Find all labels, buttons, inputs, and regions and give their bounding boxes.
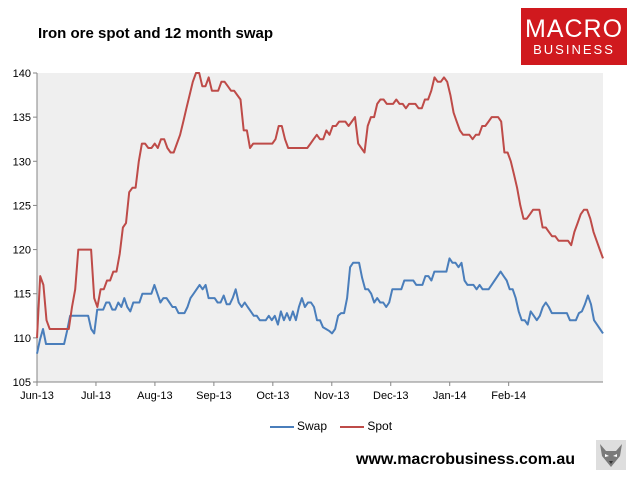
series-layer: [36, 72, 604, 354]
legend-item-swap: Swap: [270, 419, 327, 433]
y-tick-label: 110: [13, 333, 31, 345]
y-tick-label: 125: [13, 200, 31, 212]
chart-title: Iron ore spot and 12 month swap: [38, 25, 274, 42]
plot-area: [37, 73, 603, 382]
y-tick-label: 120: [13, 245, 31, 257]
x-tick-label: Aug-13: [137, 390, 172, 402]
x-tick-label: Jul-13: [81, 390, 111, 402]
series-line-swap: [36, 257, 604, 354]
legend-item-spot: Spot: [340, 419, 392, 433]
series-line-spot: [36, 72, 604, 338]
x-axis-ticks: Jun-13 Jul-13 Aug-13 Sep-13 Oct-13 Nov-13 Dec-…: [20, 382, 526, 402]
x-tick-label: Jun-13: [20, 390, 54, 402]
x-tick-label: Sep-13: [196, 390, 231, 402]
y-axis-ticks: 105 110 115 120 125 130 135 140: [13, 68, 37, 389]
y-tick-label: 105: [13, 377, 31, 389]
y-tick-label: 130: [13, 156, 31, 168]
legend-swatch-swap: [270, 425, 294, 428]
footer-url: www.macrobusiness.com.au: [356, 451, 576, 468]
chart-legend: Swap Spot: [270, 419, 402, 433]
x-tick-label: Feb-14: [491, 390, 526, 402]
logo-line-macro: MACRO: [524, 15, 624, 43]
logo-line-business: BUSINESS: [533, 42, 615, 57]
y-tick-label: 135: [13, 112, 31, 124]
wolf-logo-icon: [596, 440, 626, 470]
legend-label-swap: Swap: [297, 419, 328, 433]
legend-label-spot: Spot: [367, 419, 393, 433]
x-tick-label: Nov-13: [314, 390, 349, 402]
y-tick-label: 115: [13, 289, 31, 301]
x-tick-label: Dec-13: [373, 390, 408, 402]
x-tick-label: Oct-13: [256, 390, 289, 402]
legend-swatch-spot: [340, 425, 365, 428]
x-tick-label: Jan-14: [433, 390, 467, 402]
y-tick-label: 140: [13, 68, 31, 80]
macrobusiness-logo: MACRO BUSINESS: [521, 8, 627, 65]
